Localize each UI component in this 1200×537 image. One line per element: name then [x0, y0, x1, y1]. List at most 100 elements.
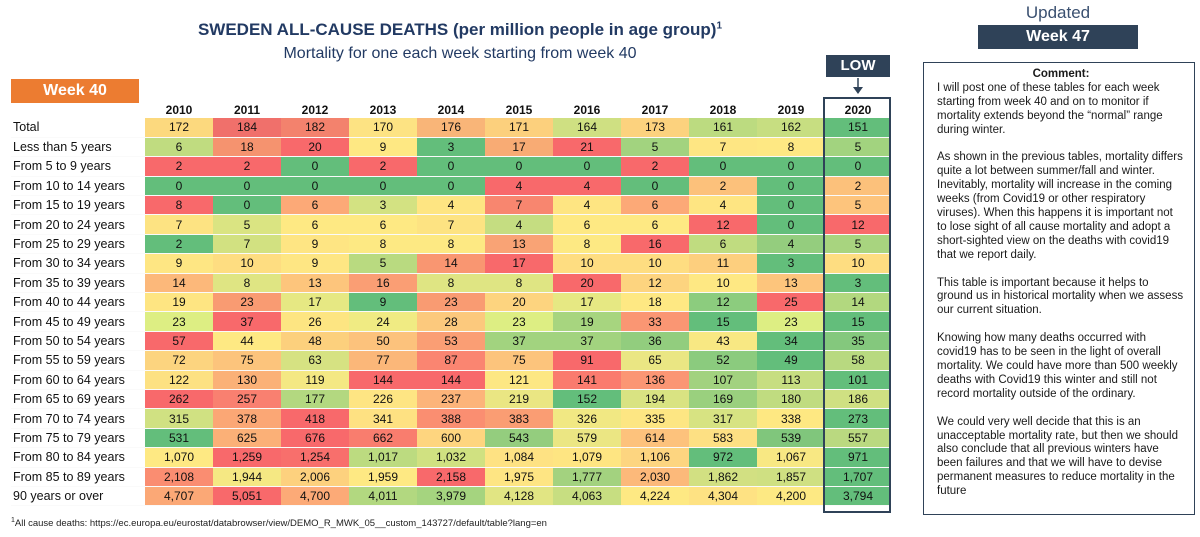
value-cell: 20	[281, 137, 349, 158]
value-cell: 162	[757, 118, 825, 138]
value-cell: 141	[553, 370, 621, 390]
value-cell: 13	[485, 234, 553, 255]
value-cell: 0	[281, 176, 349, 197]
comment-paragraph: Knowing how many deaths occurred with co…	[937, 332, 1178, 400]
table-row: From 55 to 59 years 72 75 63 77 87 75 91 65 52 49 5…	[11, 350, 891, 371]
row-label: From 45 to 49 years	[11, 311, 145, 332]
value-cell: 4	[757, 234, 825, 255]
value-cell: 0	[485, 156, 553, 177]
value-cell: 169	[689, 389, 757, 410]
table-row: 90 years or over 4,707 5,051 4,700 4,011 3,97…	[11, 486, 891, 507]
down-arrow-icon	[853, 78, 863, 94]
value-cell: 7	[417, 214, 485, 235]
value-cell: 0	[417, 176, 485, 197]
value-cell: 5	[825, 234, 891, 255]
value-cell: 9	[349, 137, 417, 158]
value-cell: 9	[145, 253, 213, 274]
value-cell: 122	[145, 370, 213, 390]
title-text: SWEDEN ALL-CAUSE DEATHS (per million peo…	[197, 20, 717, 39]
table-row: From 10 to 14 years 0 0 0 0 0 4 4 0 2 0 2	[11, 176, 891, 197]
row-label: 90 years or over	[11, 486, 145, 507]
value-cell: 338	[757, 408, 825, 429]
year-header-2010: 2010	[165, 103, 193, 117]
year-header-2016: 2016	[573, 103, 601, 117]
value-cell: 5	[349, 253, 417, 274]
year-header-2013: 2013	[369, 103, 397, 117]
value-cell: 4	[553, 195, 621, 216]
table-row: Total 172 184 182 170 176 171 164 173 161 162 151	[11, 118, 891, 138]
value-cell: 173	[621, 118, 689, 138]
page-subtitle: Mortality for one each week starting fro…	[283, 45, 637, 62]
value-cell: 9	[349, 292, 417, 313]
value-cell: 8	[417, 234, 485, 255]
value-cell: 1,254	[281, 447, 349, 468]
value-cell: 8	[757, 137, 825, 158]
table-header-row: 2010 2011 2012 2013 2014 2015 2016 2017 2018 2019…	[11, 99, 891, 118]
value-cell: 13	[757, 273, 825, 294]
table-row: From 45 to 49 years 23 37 26 24 28 23 19 33 15 23 1…	[11, 311, 891, 332]
value-cell: 2	[689, 176, 757, 197]
value-cell: 3	[417, 137, 485, 158]
value-cell: 180	[757, 389, 825, 410]
value-cell: 418	[281, 408, 349, 429]
value-cell: 18	[213, 137, 281, 158]
value-cell: 161	[689, 118, 757, 138]
table-row: From 50 to 54 years 57 44 48 50 53 37 37 36 43 34 3…	[11, 331, 891, 352]
value-cell: 4,304	[689, 486, 757, 507]
value-cell: 17	[485, 253, 553, 274]
value-cell: 676	[281, 428, 349, 449]
value-cell: 12	[689, 292, 757, 313]
low-badge: LOW	[826, 55, 890, 77]
value-cell: 49	[757, 350, 825, 371]
value-cell: 72	[145, 350, 213, 371]
row-label: From 5 to 9 years	[11, 156, 145, 177]
year-header-2011: 2011	[233, 103, 261, 117]
value-cell: 171	[485, 118, 553, 138]
value-cell: 8	[485, 273, 553, 294]
value-cell: 7	[213, 234, 281, 255]
year-header-2017: 2017	[641, 103, 669, 117]
value-cell: 4	[553, 176, 621, 197]
value-cell: 2,030	[621, 467, 689, 487]
value-cell: 4,200	[757, 486, 825, 507]
table-row: From 60 to 64 years 122 130 119 144 144 121 141…	[11, 370, 891, 390]
year-header-2012: 2012	[301, 103, 329, 117]
value-cell: 4,011	[349, 486, 417, 507]
value-cell: 3,794	[825, 486, 891, 507]
comment-heading: Comment:	[1032, 68, 1090, 80]
value-cell: 4,128	[485, 486, 553, 507]
value-cell: 0	[213, 176, 281, 197]
value-cell: 0	[281, 156, 349, 177]
value-cell: 3	[825, 273, 891, 294]
value-cell: 75	[485, 350, 553, 371]
value-cell: 5	[825, 137, 891, 158]
value-cell: 388	[417, 408, 485, 429]
row-label: From 35 to 39 years	[11, 273, 145, 294]
value-cell: 7	[145, 214, 213, 235]
value-cell: 4,707	[145, 486, 213, 507]
value-cell: 17	[281, 292, 349, 313]
value-cell: 144	[417, 370, 485, 390]
value-cell: 1,857	[757, 467, 825, 487]
row-label: From 75 to 79 years	[11, 428, 145, 449]
value-cell: 23	[485, 311, 553, 332]
value-cell: 9	[281, 253, 349, 274]
value-cell: 25	[757, 292, 825, 313]
row-label: From 60 to 64 years	[11, 370, 145, 390]
value-cell: 19	[553, 311, 621, 332]
value-cell: 9	[281, 234, 349, 255]
value-cell: 15	[689, 311, 757, 332]
value-cell: 44	[213, 331, 281, 352]
value-cell: 6	[621, 195, 689, 216]
value-cell: 1,067	[757, 447, 825, 468]
value-cell: 579	[553, 428, 621, 449]
value-cell: 7	[485, 195, 553, 216]
year-header-2015: 2015	[505, 103, 533, 117]
value-cell: 20	[485, 292, 553, 313]
value-cell: 0	[145, 176, 213, 197]
value-cell: 107	[689, 370, 757, 390]
value-cell: 4,700	[281, 486, 349, 507]
value-cell: 33	[621, 311, 689, 332]
value-cell: 583	[689, 428, 757, 449]
value-cell: 12	[621, 273, 689, 294]
